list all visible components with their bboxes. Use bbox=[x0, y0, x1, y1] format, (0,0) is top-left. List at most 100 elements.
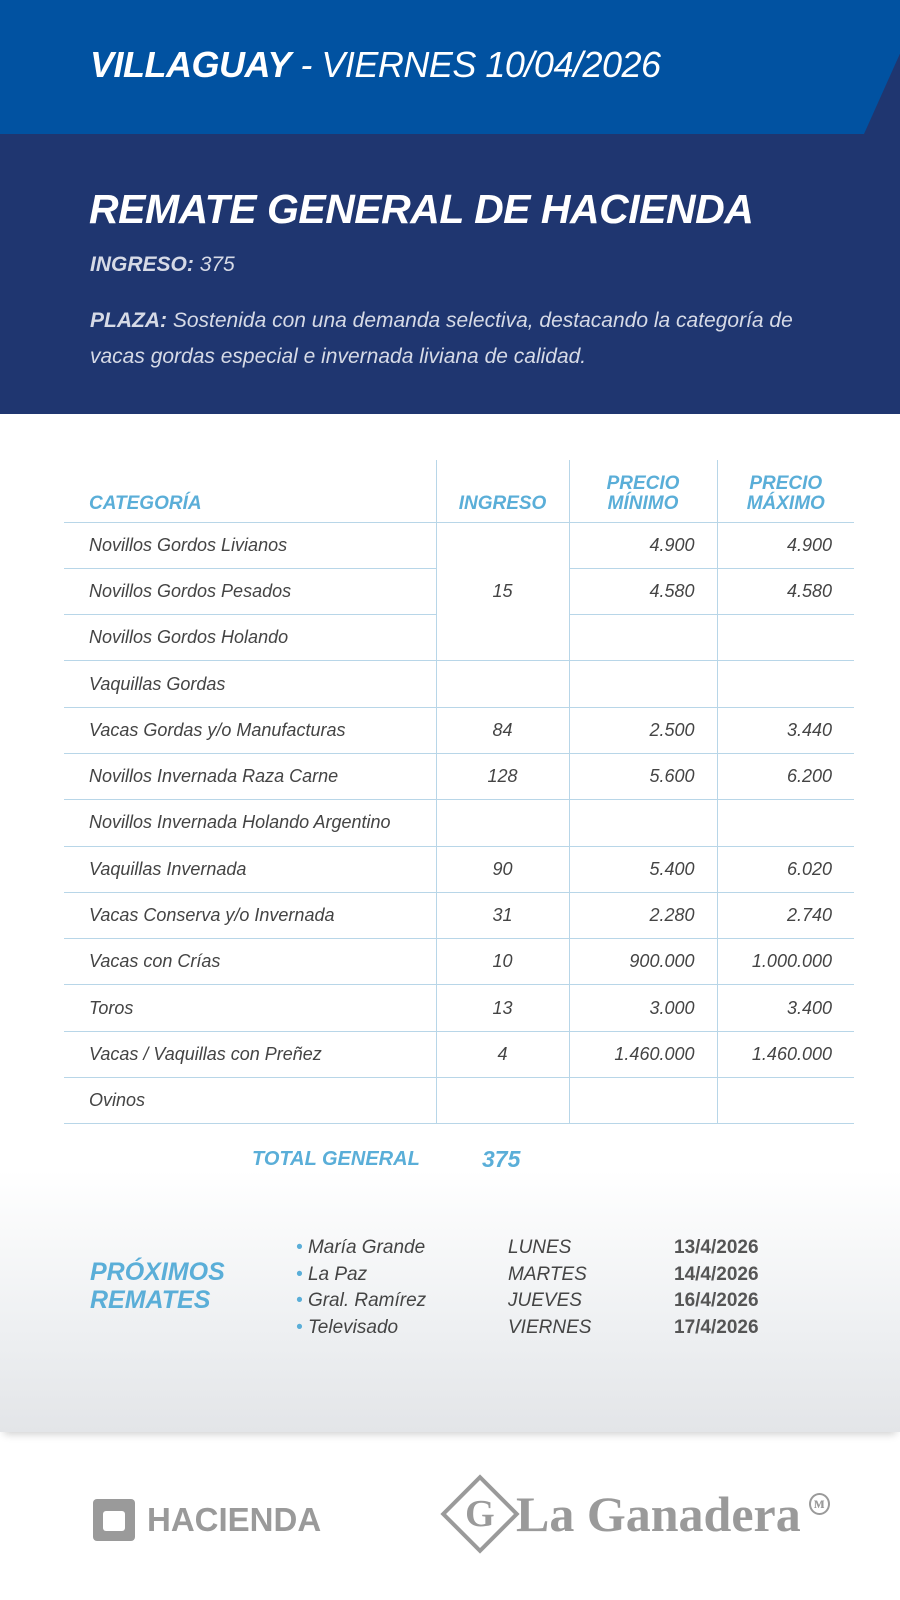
hacienda-logo-text: HACIENDA bbox=[147, 1501, 322, 1538]
cell-precio-maximo bbox=[716, 1077, 854, 1125]
total-label: TOTAL GENERAL bbox=[252, 1148, 420, 1170]
cell-precio-maximo bbox=[716, 660, 854, 708]
page-title: REMATE GENERAL DE HACIENDA bbox=[89, 186, 754, 232]
table-row: Novillos Gordos Holando bbox=[64, 614, 854, 661]
col-precio-minimo: PRECIO MÍNIMO bbox=[568, 460, 717, 522]
cell-precio-maximo: 4.580 bbox=[716, 567, 854, 615]
cell-precio-minimo bbox=[568, 799, 717, 847]
separator: - bbox=[290, 44, 322, 85]
cell-precio-maximo: 2.740 bbox=[716, 891, 854, 939]
plaza-label: PLAZA: bbox=[90, 309, 167, 332]
cell-categoria: Vacas Gordas y/o Manufacturas bbox=[64, 706, 436, 754]
dates-list: 13/4/2026 14/4/2026 16/4/2026 17/4/2026 bbox=[674, 1235, 759, 1341]
registered-icon: ᴍ bbox=[808, 1493, 830, 1515]
cell-categoria: Novillos Invernada Raza Carne bbox=[64, 752, 436, 800]
cell-categoria: Novillos Gordos Livianos bbox=[64, 521, 436, 569]
table-row: Vaquillas Invernada 90 5.400 6.020 bbox=[64, 845, 854, 893]
hacienda-logo: HACIENDA bbox=[93, 1499, 321, 1541]
total-value: 375 bbox=[482, 1146, 521, 1172]
place-item: Televisado bbox=[296, 1315, 426, 1342]
cell-categoria: Vacas Conserva y/o Invernada bbox=[64, 891, 436, 939]
cell-precio-maximo bbox=[716, 799, 854, 847]
cell-precio-minimo: 2.500 bbox=[568, 706, 717, 754]
cell-precio-minimo bbox=[568, 614, 717, 661]
cell-ingreso: 10 bbox=[435, 938, 569, 985]
cell-precio-maximo: 4.900 bbox=[716, 521, 854, 569]
ingreso-summary: INGRESO: 375 bbox=[90, 253, 235, 277]
col-ingreso: INGRESO bbox=[435, 460, 569, 522]
cell-categoria: Vacas con Crías bbox=[64, 938, 436, 985]
table-row: Novillos Gordos Pesados 4.580 4.580 bbox=[64, 567, 854, 615]
cell-precio-minimo bbox=[568, 1077, 717, 1125]
ingreso-value: 375 bbox=[199, 253, 235, 276]
cell-precio-minimo: 4.580 bbox=[568, 567, 717, 615]
cell-precio-minimo: 2.280 bbox=[568, 891, 717, 939]
cell-ingreso: 84 bbox=[435, 706, 569, 754]
cell-precio-minimo: 5.600 bbox=[568, 752, 717, 800]
cell-precio-minimo: 900.000 bbox=[568, 938, 717, 985]
cell-categoria: Novillos Invernada Holando Argentino bbox=[64, 799, 436, 847]
cell-precio-maximo: 6.020 bbox=[716, 845, 854, 893]
cell-ingreso: 31 bbox=[435, 891, 569, 939]
cell-precio-minimo: 5.400 bbox=[568, 845, 717, 893]
date-item: 14/4/2026 bbox=[674, 1263, 759, 1285]
proximos-title-2: REMATES bbox=[90, 1286, 211, 1314]
cell-precio-maximo: 3.400 bbox=[716, 984, 854, 1032]
la-ganadera-text: La Ganadera bbox=[516, 1486, 801, 1542]
cell-precio-maximo: 3.440 bbox=[716, 706, 854, 754]
city: VILLAGUAY bbox=[90, 44, 291, 85]
table-row: Toros 13 3.000 3.400 bbox=[64, 984, 854, 1032]
col-precio-maximo: PRECIO MÁXIMO bbox=[716, 460, 854, 522]
table-row: Novillos Invernada Holando Argentino bbox=[64, 799, 854, 847]
table-row: Novillos Invernada Raza Carne 128 5.600 6.2… bbox=[64, 752, 854, 800]
place-item: La Paz bbox=[296, 1262, 426, 1289]
g-mark: G bbox=[465, 1493, 495, 1535]
cell-ingreso: 15 bbox=[435, 521, 569, 661]
date: VIERNES 10/04/2026 bbox=[321, 44, 661, 85]
cell-categoria: Vaquillas Invernada bbox=[64, 845, 436, 893]
cell-ingreso: 90 bbox=[435, 845, 569, 893]
places-list: María Grande La Paz Gral. Ramírez Televi… bbox=[296, 1235, 426, 1341]
location-date-title: VILLAGUAY - VIERNES 10/04/2026 bbox=[90, 44, 661, 86]
table-row: Ovinos bbox=[64, 1077, 854, 1125]
cell-precio-minimo: 3.000 bbox=[568, 984, 717, 1032]
date-item: 17/4/2026 bbox=[674, 1316, 759, 1338]
days-list: LUNES MARTES JUEVES VIERNES bbox=[508, 1235, 591, 1341]
cell-ingreso: 13 bbox=[435, 984, 569, 1032]
cell-ingreso bbox=[435, 660, 569, 708]
table-row: Vacas Gordas y/o Manufacturas 84 2.500 3.44… bbox=[64, 706, 854, 754]
ingreso-label: INGRESO: bbox=[90, 253, 194, 276]
cell-precio-maximo: 1.460.000 bbox=[716, 1030, 854, 1078]
table-row: Vacas / Vaquillas con Preñez 4 1.460.000 1.… bbox=[64, 1030, 854, 1078]
cell-precio-minimo bbox=[568, 660, 717, 708]
cell-ingreso bbox=[435, 799, 569, 847]
date-item: 16/4/2026 bbox=[674, 1290, 759, 1311]
place-item: María Grande bbox=[296, 1235, 426, 1262]
cell-categoria: Vacas / Vaquillas con Preñez bbox=[64, 1030, 436, 1078]
cell-categoria: Ovinos bbox=[64, 1077, 436, 1125]
day-item: VIERNES bbox=[508, 1316, 592, 1338]
place-item: Gral. Ramírez bbox=[296, 1288, 426, 1315]
table-row: Vaquillas Gordas bbox=[64, 660, 854, 708]
g-diamond-icon: G bbox=[440, 1474, 520, 1554]
cell-precio-minimo: 1.460.000 bbox=[568, 1030, 717, 1078]
cell-precio-maximo: 1.000.000 bbox=[716, 938, 854, 985]
prices-table: CATEGORÍA INGRESO PRECIO MÍNIMO PRECIO M… bbox=[64, 460, 854, 1125]
proximos-title: PRÓXIMOS REMATES bbox=[90, 1258, 225, 1314]
top-band bbox=[0, 0, 900, 134]
day-item: LUNES bbox=[508, 1237, 572, 1258]
table-row: Vacas con Crías 10 900.000 1.000.000 bbox=[64, 938, 854, 985]
cell-precio-maximo: 6.200 bbox=[716, 752, 854, 800]
plaza-text: Sostenida con una demanda selectiva, des… bbox=[90, 309, 793, 368]
cell-ingreso bbox=[435, 1077, 569, 1125]
date-item: 13/4/2026 bbox=[674, 1237, 759, 1258]
day-item: MARTES bbox=[508, 1263, 587, 1285]
col-categoria: CATEGORÍA bbox=[89, 492, 202, 514]
cow-icon bbox=[93, 1499, 135, 1541]
cell-precio-minimo: 4.900 bbox=[568, 521, 717, 569]
cell-categoria: Novillos Gordos Pesados bbox=[64, 567, 436, 615]
cell-ingreso: 4 bbox=[435, 1030, 569, 1078]
cell-categoria: Vaquillas Gordas bbox=[64, 660, 436, 708]
cell-ingreso: 128 bbox=[435, 752, 569, 800]
plaza-summary: PLAZA: Sostenida con una demanda selecti… bbox=[90, 303, 810, 375]
